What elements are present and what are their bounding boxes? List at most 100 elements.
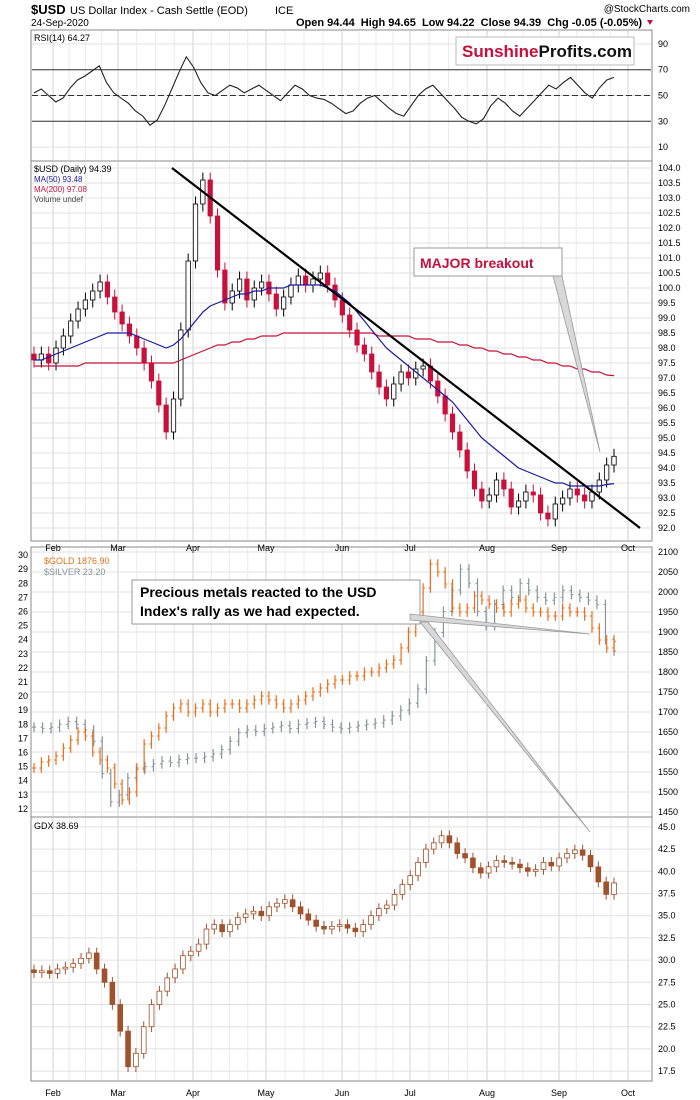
- metals-callout-line1: Precious metals reacted to the USD: [140, 584, 377, 600]
- usd-month-label-jul: Jul: [404, 543, 416, 553]
- silver-tick-label: 18: [18, 719, 28, 729]
- usd-candle: [310, 278, 316, 286]
- gdx-candle: [219, 924, 225, 933]
- gdx-candle: [344, 924, 351, 929]
- usd-candle: [119, 311, 125, 325]
- usd-tick-label: 103.5: [658, 178, 681, 188]
- usd-candle: [214, 215, 221, 271]
- gold-tick-label: 1850: [658, 647, 678, 657]
- usd-candle: [449, 413, 456, 433]
- gdx-candle: [438, 835, 445, 844]
- usd-tick-label: 93.5: [658, 478, 676, 488]
- gold-tick-label: 2000: [658, 587, 678, 597]
- usd-month-label-feb: Feb: [45, 543, 61, 553]
- rsi-line: [33, 55, 615, 126]
- gdx-candle: [93, 952, 100, 970]
- usd-tick-label: 96.5: [658, 388, 676, 398]
- gdx-candle: [78, 957, 84, 965]
- usd-tick-label: 96.0: [658, 403, 676, 413]
- gdx-candle: [297, 906, 304, 915]
- metals-callout-text: Precious metals reacted to the USD Index'…: [140, 584, 377, 619]
- gdx-candle: [211, 924, 218, 930]
- gdx-candle: [313, 919, 319, 927]
- gdx-tick-label: 22.5: [658, 1022, 676, 1032]
- gdx-candle: [46, 970, 53, 974]
- usd-tick-label: 100.5: [658, 268, 681, 278]
- gdx-tick-label: 45.0: [658, 822, 676, 832]
- gdx-candle: [430, 842, 437, 850]
- gdx-panel-frame: [30, 816, 653, 1082]
- gdx-candle: [501, 860, 508, 863]
- usd-candle: [222, 269, 228, 304]
- silver-tick-label: 15: [18, 762, 28, 772]
- usd-candle: [325, 272, 331, 286]
- usd-month-label-oct: Oct: [621, 543, 636, 553]
- usd-candle: [339, 299, 345, 316]
- gdx-tick-label: 27.5: [658, 977, 676, 987]
- gdx-candle: [524, 867, 531, 872]
- gdx-candle: [517, 863, 523, 869]
- breakout-callout-box: [413, 247, 563, 277]
- usd-candle: [112, 296, 118, 313]
- gdx-candle: [477, 867, 484, 874]
- gdx-candle: [556, 857, 562, 867]
- gdx-candle: [164, 977, 171, 992]
- usd-candle: [288, 284, 294, 298]
- usd-candle: [251, 287, 257, 301]
- gdx-candle: [376, 908, 382, 917]
- breakout-callout-text: MAJOR breakout: [420, 255, 534, 271]
- silver-tick-label: 19: [18, 705, 28, 715]
- usd-candle: [244, 278, 250, 301]
- gold-tick-label: 1950: [658, 607, 678, 617]
- gdx-tick-label: 37.5: [658, 888, 676, 898]
- gdx-candle: [258, 910, 265, 917]
- symbol-title: $USD: [31, 2, 66, 17]
- usd-tick-label: 97.0: [658, 373, 676, 383]
- gdx-month-label-may: May: [257, 1088, 275, 1098]
- gold-tick-label: 2050: [658, 567, 678, 577]
- usd-candle: [515, 500, 522, 508]
- usd-candle: [457, 431, 463, 451]
- usd-candle: [523, 491, 529, 502]
- gold-tick-label: 1600: [658, 747, 678, 757]
- gold-tick-label: 1700: [658, 707, 678, 717]
- usd-candle: [236, 278, 243, 292]
- usd-candle: [163, 404, 169, 433]
- gdx-candle: [156, 990, 163, 1005]
- gdx-month-label-apr: Apr: [186, 1088, 200, 1098]
- gdx-candle: [579, 849, 586, 856]
- usd-candle: [530, 491, 536, 496]
- usd-candle: [258, 281, 265, 289]
- gdx-tick-label: 17.5: [658, 1066, 676, 1076]
- gdx-candle: [595, 866, 602, 883]
- gdx-candle: [266, 906, 272, 917]
- silver-tick-label: 23: [18, 649, 28, 659]
- usd-candle: [567, 488, 573, 499]
- usd-candle: [486, 494, 492, 502]
- silver-tick-label: 28: [18, 578, 28, 588]
- gold-tick-label: 1800: [658, 667, 678, 677]
- usd-candle: [501, 479, 507, 490]
- usd-candle: [148, 362, 155, 382]
- silver-legend: $SILVER 23.20: [44, 567, 105, 577]
- logo: SunshineProfits.com: [462, 42, 632, 61]
- rsi-tick-label: 90: [658, 39, 668, 49]
- gdx-candle: [407, 875, 414, 886]
- usd-candle: [281, 296, 287, 310]
- silver-tick-label: 13: [18, 790, 28, 800]
- gdx-candle: [399, 884, 406, 895]
- gdx-candle: [564, 853, 570, 859]
- gdx-candle: [548, 862, 555, 867]
- gdx-month-label-jun: Jun: [335, 1088, 350, 1098]
- usd-tick-label: 101.5: [658, 238, 681, 248]
- gdx-candle: [117, 1004, 124, 1032]
- usd-candle: [354, 329, 360, 346]
- gdx-candle: [109, 981, 116, 1005]
- usd-candle: [376, 371, 382, 388]
- usd-candle: [68, 320, 74, 337]
- gdx-candle: [329, 925, 335, 930]
- gdx-candle: [70, 963, 76, 968]
- usd-month-label-may: May: [257, 543, 275, 553]
- metals-callout-box: [131, 579, 421, 625]
- exchange-label: ICE: [275, 5, 293, 17]
